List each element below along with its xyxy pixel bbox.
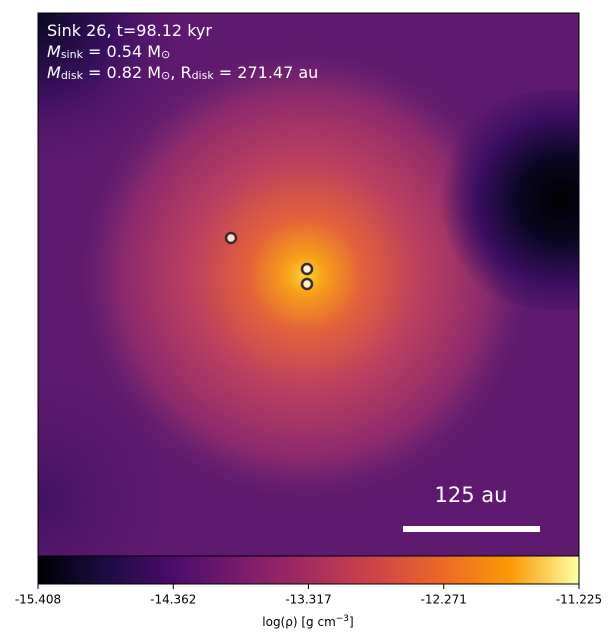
annotation-part: sink — [61, 48, 84, 61]
annotation-part: = 0.54 M — [83, 42, 161, 61]
density-map — [38, 13, 579, 556]
colorbar-label-part: ] — [349, 615, 354, 629]
sink-marker — [300, 277, 314, 291]
annotation-part: Sink 26, t=98.12 kyr — [47, 21, 212, 40]
sink-marker — [300, 262, 314, 276]
annotation-part: M — [47, 63, 61, 82]
annotation-part: ⊙ — [161, 69, 170, 82]
tick-label: -14.362 — [150, 593, 196, 607]
colorbar-axis: -15.408 -14.362 -13.317 -12.271 -11.225 log(ρ… — [15, 584, 602, 629]
annotation-part: = 0.82 M — [83, 63, 161, 82]
tick-label: -15.408 — [15, 593, 61, 607]
tick-label: -11.225 — [556, 593, 602, 607]
colorbar-label: log(ρ) [g cm−3] — [262, 614, 353, 628]
annotation-part: disk — [61, 69, 84, 82]
tick-label: -12.271 — [421, 593, 467, 607]
colorbar — [37, 555, 580, 585]
scale-bar-label: 125 au — [435, 483, 508, 507]
annotation: Mdisk = 0.82 M⊙, Rdisk = 271.47 au — [47, 63, 318, 83]
annotation-part: M — [47, 42, 61, 61]
annotation: Sink 26, t=98.12 kyr — [47, 21, 212, 40]
annotation-part: = 271.47 au — [214, 63, 319, 82]
annotation-part: ⊙ — [161, 48, 170, 61]
colorbar-label-part: −3 — [336, 614, 349, 624]
annotation-part: disk — [192, 69, 215, 82]
tick-label: -13.317 — [285, 593, 331, 607]
annotation-part: , R — [170, 63, 191, 82]
sink-marker — [224, 231, 238, 245]
annotation: Msink = 0.54 M⊙ — [47, 42, 170, 62]
colorbar-label-part: log(ρ) [g cm — [262, 615, 336, 629]
